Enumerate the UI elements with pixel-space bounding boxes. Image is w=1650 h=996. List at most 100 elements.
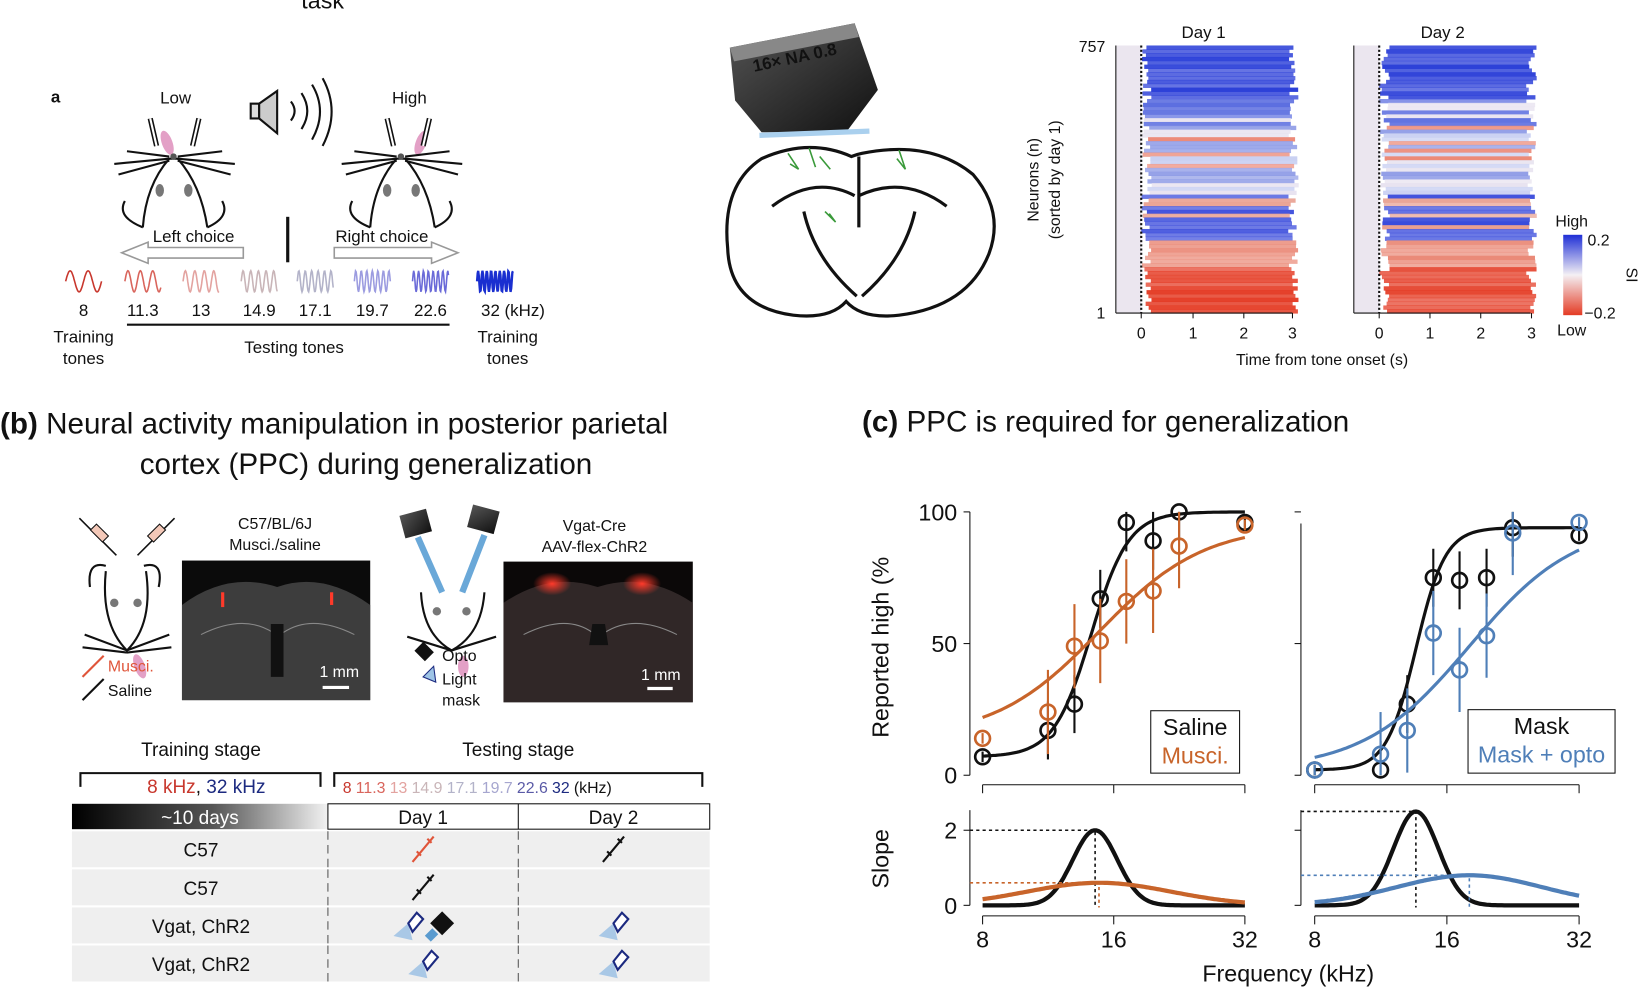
- heatmap-row: [1148, 76, 1296, 81]
- heatmap-row: [1385, 186, 1533, 192]
- heatmap-row: [1380, 91, 1528, 96]
- colorbar-high: High: [1555, 213, 1588, 230]
- heatmap-baseline: [1353, 45, 1380, 314]
- heatmap-row: [1150, 156, 1298, 161]
- heatmap-row: [1379, 129, 1527, 134]
- heatmap-row: [1382, 221, 1530, 226]
- heatmap-ylabel-2: (sorted by day 1): [1047, 120, 1064, 239]
- heatmap-title-day2: Day 2: [1421, 23, 1465, 42]
- scale-bar-1: 1 mm: [319, 664, 359, 681]
- legend-box: [1150, 710, 1241, 774]
- histology-image-chr2: 1 mm: [503, 561, 693, 703]
- syringe-saline-icon: [602, 835, 625, 863]
- light-mask-body: [612, 911, 630, 934]
- heatmap-row: [1383, 198, 1531, 203]
- heatmap-row: [1383, 202, 1531, 207]
- tone-wave-icon: [182, 269, 220, 294]
- heatmap-y-bottom: 1: [1096, 305, 1105, 322]
- tone-wave-icon: [475, 268, 514, 296]
- heatmap-row: [1388, 72, 1536, 77]
- heatmap-row: [1148, 305, 1296, 310]
- heatmap-row: [1384, 68, 1532, 73]
- legend-light: Light: [442, 671, 477, 688]
- data-point: [1424, 624, 1443, 642]
- slope-curve: [1314, 873, 1580, 905]
- heatmap-row: [1381, 110, 1529, 115]
- heatmap-row: [1389, 76, 1537, 81]
- heatmap-row: [1386, 125, 1534, 131]
- panel-b: (b) Neural activity manipulation in post…: [0, 408, 711, 982]
- slope-curve: [982, 880, 1245, 905]
- heatmap-row: [1379, 270, 1527, 276]
- opto-icon: [430, 911, 455, 936]
- y-tick-label: 0: [944, 763, 957, 789]
- tone-label: 14.9: [243, 301, 276, 320]
- testing-tone: (kHz): [574, 780, 612, 797]
- data-point: [1504, 524, 1522, 542]
- light-mask-body: [421, 949, 440, 972]
- histology-image-muscimol: 1 mm: [181, 560, 371, 701]
- heatmap-row: [1151, 87, 1299, 92]
- heatmap-row: [1383, 56, 1531, 62]
- heatmap-row: [1384, 148, 1532, 154]
- panel-c-prefix: (c): [862, 406, 898, 439]
- heatmap-row: [1379, 83, 1527, 88]
- heatmap-row: [1149, 225, 1297, 230]
- tone-wave-icon: [411, 267, 450, 295]
- panel-c: (c) PPC is required for generalization R…: [862, 406, 1616, 986]
- heatmap-row: [1148, 171, 1296, 176]
- data-point: [1450, 661, 1469, 679]
- tone-wave-icon: [64, 270, 103, 293]
- training-tone-32: 32 kHz: [206, 777, 265, 798]
- duration-label: ~10 days: [161, 808, 239, 829]
- heatmap-x-ticks: 0 1 2 3 0 1 2 3: [1137, 313, 1536, 342]
- heatmap-row: [1386, 244, 1534, 249]
- slope-curve: [982, 828, 1245, 908]
- heatmap-row: [1146, 45, 1294, 50]
- heatmap-row: [1149, 244, 1297, 249]
- tick-label: 2: [1239, 325, 1248, 342]
- fit-curve: [981, 535, 1246, 719]
- data-point: [973, 748, 992, 766]
- heatmap-row: [1145, 301, 1293, 306]
- mouse-injection-icon: [78, 517, 176, 679]
- heatmap-row: [1141, 194, 1289, 199]
- heatmap-row: [1389, 293, 1537, 299]
- heatmap-row: [1389, 232, 1537, 238]
- tick-label: 0: [1375, 325, 1384, 342]
- x-tick-label: 32: [1232, 927, 1258, 953]
- heatmap-row: [1387, 106, 1535, 111]
- colorbar-low: Low: [1557, 322, 1587, 339]
- heatmap-row: [1388, 209, 1536, 215]
- heatmap-row: [1141, 228, 1289, 234]
- mouse-opto-icon: Opto Light mask: [399, 504, 500, 709]
- label-high: High: [392, 89, 427, 108]
- opto-fiber: [424, 928, 439, 942]
- heatmap-row: [1145, 167, 1293, 173]
- right-arrow-icon: [333, 241, 461, 265]
- heatmap-row: [1381, 274, 1529, 280]
- tick-label: 1: [1189, 325, 1198, 342]
- psychometric-plot-right: Mask Mask + opto 8 16 32: [1294, 511, 1616, 953]
- tone-wave-icon: [240, 268, 278, 294]
- heatmap-row: [1149, 125, 1297, 131]
- heatmap-row: [1147, 270, 1295, 276]
- heatmap-row: [1383, 305, 1531, 310]
- brain-outline: [725, 145, 996, 318]
- x-tick-label: 8: [976, 927, 989, 953]
- heatmap-row: [1388, 282, 1536, 287]
- light-mask-icon: [408, 961, 428, 979]
- top-title-fragment: task: [301, 0, 344, 13]
- data-point: [1398, 721, 1417, 740]
- tick-label: 2: [1476, 325, 1485, 342]
- data-point: [1305, 761, 1324, 779]
- heatmap-row: [1150, 309, 1298, 314]
- data-point: [1117, 592, 1136, 611]
- heatmap-row: [1388, 259, 1536, 264]
- colorbar: [1563, 234, 1583, 316]
- heatmap-row: [1382, 225, 1530, 230]
- heatmap-row: [1389, 45, 1537, 50]
- heatmap-row: [1145, 282, 1293, 287]
- data-point: [1144, 532, 1162, 550]
